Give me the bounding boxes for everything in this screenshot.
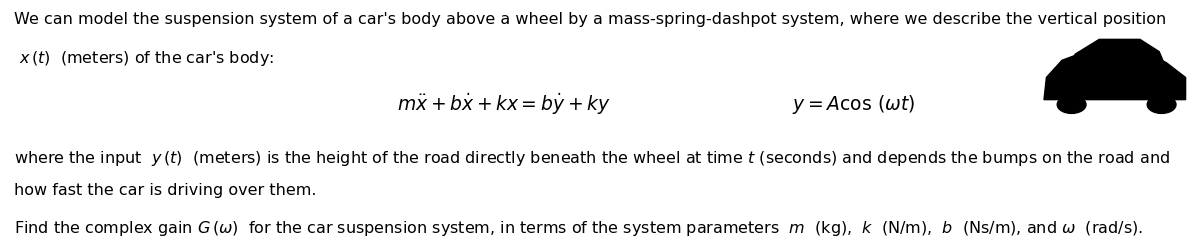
Polygon shape — [1063, 39, 1166, 77]
Ellipse shape — [1057, 96, 1086, 113]
Text: We can model the suspension system of a car's body above a wheel by a mass-sprin: We can model the suspension system of a … — [14, 12, 1166, 27]
Text: how fast the car is driving over them.: how fast the car is driving over them. — [14, 183, 317, 198]
Text: $m\ddot{x} + b\dot{x} + kx = b\dot{y} + ky$: $m\ddot{x} + b\dot{x} + kx = b\dot{y} + … — [397, 92, 611, 117]
Polygon shape — [1044, 49, 1186, 100]
Ellipse shape — [1147, 96, 1176, 113]
Text: $y = A\cos\,(\omega t)$: $y = A\cos\,(\omega t)$ — [792, 93, 916, 116]
Text: Find the complex gain $G\,(\omega)$  for the car suspension system, in terms of : Find the complex gain $G\,(\omega)$ for … — [14, 219, 1144, 238]
Text: where the input  $y\,(t)$  (meters) is the height of the road directly beneath t: where the input $y\,(t)$ (meters) is the… — [14, 149, 1170, 168]
Text: $x\,(t)$  (meters) of the car's body:: $x\,(t)$ (meters) of the car's body: — [14, 49, 275, 68]
